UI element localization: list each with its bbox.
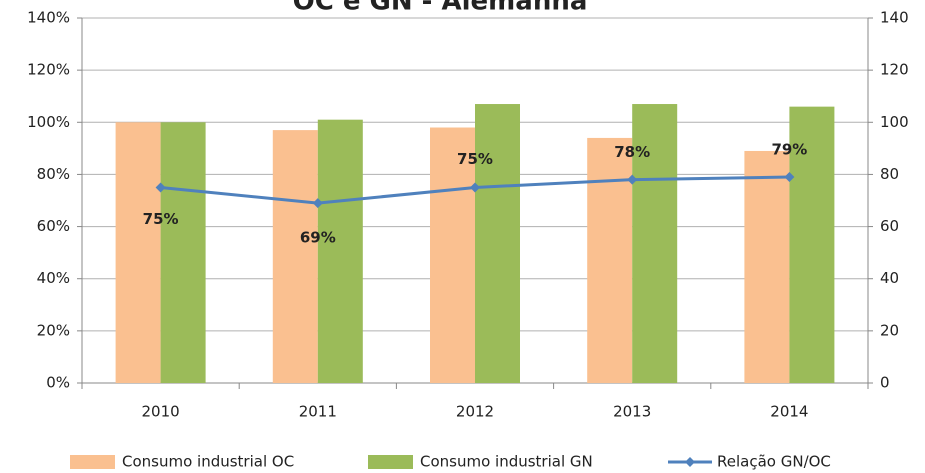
- line-marker: [312, 198, 323, 209]
- bar: [317, 119, 363, 383]
- legend-label: Relação GN/OC: [717, 453, 831, 471]
- bar: [587, 137, 633, 383]
- y2-tick-label: 60: [880, 217, 899, 235]
- y2-tick-label: 20: [880, 321, 899, 339]
- data-label: 75%: [457, 150, 493, 168]
- legend-swatch: [70, 455, 115, 469]
- data-label: 75%: [143, 210, 179, 228]
- y-tick-label: 20%: [37, 321, 70, 339]
- line-marker: [784, 172, 795, 183]
- y-tick-label: 80%: [37, 165, 70, 183]
- y-tick-label: 0%: [46, 374, 70, 392]
- y2-tick-label: 40: [880, 269, 899, 287]
- data-label: 78%: [614, 143, 650, 161]
- bar: [789, 106, 835, 384]
- bar: [160, 122, 206, 384]
- data-label: 69%: [300, 229, 336, 247]
- y2-tick-label: 100: [880, 113, 909, 131]
- data-label: 79%: [771, 141, 807, 159]
- bar: [430, 127, 475, 383]
- x-tick-label: 2012: [456, 403, 494, 421]
- legend-swatch: [368, 455, 413, 469]
- chart-title: OC e GN - Alemanha: [293, 0, 588, 17]
- bar: [475, 104, 520, 384]
- line-marker: [470, 182, 480, 193]
- y-tick-label: 60%: [37, 217, 70, 235]
- y-tick-label: 40%: [37, 269, 70, 287]
- x-tick-label: 2013: [613, 403, 651, 421]
- bar: [115, 122, 161, 384]
- y-tick-label: 140%: [27, 9, 70, 27]
- line-marker: [627, 174, 638, 185]
- x-tick-label: 2010: [142, 403, 180, 421]
- x-tick-label: 2011: [299, 403, 337, 421]
- legend-label: Consumo industrial OC: [122, 453, 294, 471]
- bar: [744, 150, 790, 383]
- y2-tick-label: 120: [880, 61, 909, 79]
- y-tick-label: 100%: [27, 113, 70, 131]
- legend-label: Consumo industrial GN: [420, 453, 593, 471]
- y2-tick-label: 140: [880, 9, 909, 27]
- legend-marker: [685, 457, 695, 467]
- line-marker: [155, 182, 166, 193]
- x-tick-label: 2014: [770, 403, 808, 421]
- y2-tick-label: 0: [880, 374, 890, 392]
- y-tick-label: 120%: [27, 61, 70, 79]
- bar: [272, 130, 318, 383]
- bar: [632, 104, 678, 384]
- y2-tick-label: 80: [880, 165, 899, 183]
